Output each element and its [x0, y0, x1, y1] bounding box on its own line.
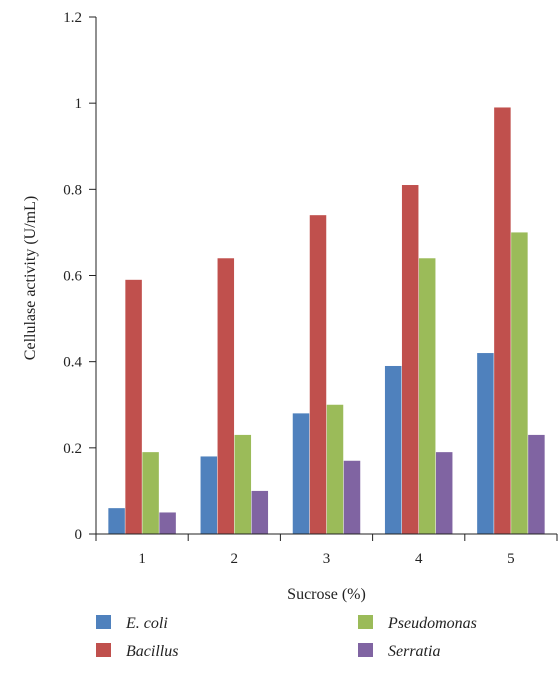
y-tick-label: 0.6: [63, 269, 82, 285]
y-tick-label: 1.2: [63, 10, 82, 26]
y-tick-label: 0.4: [63, 355, 82, 371]
bar-e-coli-1: [108, 508, 125, 534]
bar-e-coli-5: [477, 353, 494, 534]
bars-group: [108, 107, 545, 535]
bar-serratia-5: [528, 434, 545, 534]
legend-swatch: [358, 615, 373, 629]
legend-swatch: [96, 643, 111, 657]
bar-bacillus-2: [217, 258, 235, 534]
bar-pseudomonas-2: [234, 434, 252, 534]
x-ticks-group: 1 2 3 4 5: [95, 534, 558, 567]
bar-serratia-1: [159, 512, 176, 534]
bar-e-coli-4: [384, 365, 402, 534]
y-tick-label: 0.8: [63, 182, 82, 198]
bar-serratia-2: [251, 490, 269, 534]
legend-swatch: [96, 615, 111, 629]
legend-label: Bacillus: [126, 643, 178, 660]
legend-label: Pseudomonas: [387, 615, 477, 632]
bar-e-coli-3: [292, 413, 310, 534]
legend-label: Serratia: [388, 643, 440, 660]
x-tick-label: 5: [507, 551, 515, 567]
legend-swatch: [358, 643, 373, 657]
bar-e-coli-2: [200, 456, 218, 534]
bar-pseudomonas-3: [326, 404, 344, 534]
bar-bacillus-4: [401, 185, 419, 534]
x-tick-label: 1: [138, 551, 146, 567]
y-tick-label: 0.2: [63, 441, 82, 457]
y-ticks-group: 0 0.2 0.4 0.6 0.8 1 1.2: [63, 10, 96, 543]
x-tick-label: 4: [415, 551, 423, 567]
bar-pseudomonas-4: [418, 258, 436, 534]
y-axis-title: Cellulase activity (U/mL): [22, 196, 39, 360]
legend-label: E. coli: [125, 615, 168, 632]
bar-bacillus-1: [125, 279, 142, 534]
bar-pseudomonas-1: [142, 452, 159, 534]
legend: E. coli Bacillus Pseudomonas Serratia: [96, 615, 477, 660]
x-axis-title: Sucrose (%): [287, 586, 366, 603]
bar-serratia-4: [435, 452, 453, 534]
bar-bacillus-3: [309, 215, 327, 534]
y-tick-label: 1: [75, 96, 83, 112]
bar-bacillus-5: [494, 107, 511, 534]
bar-serratia-3: [343, 460, 361, 534]
bar-pseudomonas-5: [511, 232, 528, 535]
y-tick-label: 0: [75, 527, 83, 543]
x-tick-label: 2: [231, 551, 239, 567]
x-tick-label: 3: [323, 551, 331, 567]
